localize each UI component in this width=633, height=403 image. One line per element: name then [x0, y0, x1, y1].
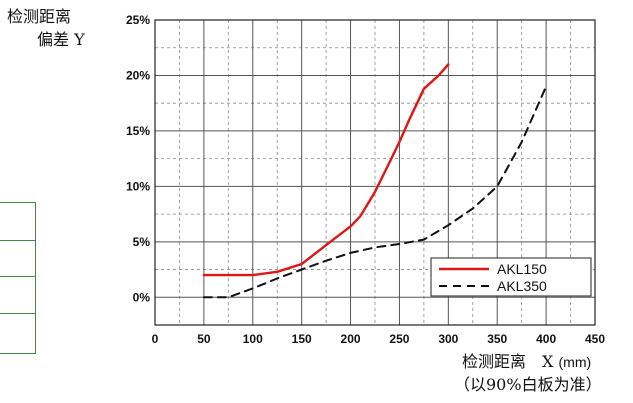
side-table-rule — [0, 313, 35, 314]
y-axis-title-line1: 检测距离 — [7, 7, 72, 26]
x-axis-title-text: 检测距离 X — [462, 352, 554, 371]
x-tick-label: 400 — [536, 332, 556, 346]
side-table-rule — [0, 240, 35, 241]
side-table-rule — [0, 276, 35, 277]
y-tick-label: 25% — [126, 13, 150, 27]
x-tick-label: 450 — [585, 332, 605, 346]
legend-label-akl350: AKL350 — [497, 278, 547, 294]
y-tick-label: 15% — [126, 124, 150, 138]
y-tick-label: 5% — [133, 235, 151, 249]
y-tick-label: 0% — [133, 290, 151, 304]
series-line-akl150 — [202, 63, 450, 277]
y-axis-title-line2: 偏差 Y — [37, 30, 85, 49]
x-tick-label: 150 — [292, 332, 312, 346]
x-tick-label: 50 — [197, 332, 211, 346]
x-tick-label: 300 — [438, 332, 458, 346]
x-tick-label: 350 — [487, 332, 507, 346]
x-tick-label: 250 — [389, 332, 409, 346]
series-line-akl350 — [202, 85, 548, 299]
y-tick-label: 20% — [126, 68, 150, 82]
x-tick-label: 0 — [152, 332, 159, 346]
plot-frame — [154, 19, 596, 326]
side-table-fragment — [0, 202, 36, 354]
y-tick-label: 10% — [126, 179, 150, 193]
legend-box — [430, 257, 592, 297]
x-axis-note: （以90%白板为准） — [454, 375, 602, 394]
x-axis-unit: (mm) — [558, 354, 592, 370]
legend-label-akl150: AKL150 — [497, 261, 547, 277]
x-tick-label: 200 — [341, 332, 361, 346]
x-axis-title: 检测距离 X (mm) — [462, 348, 591, 372]
x-tick-label: 100 — [243, 332, 263, 346]
